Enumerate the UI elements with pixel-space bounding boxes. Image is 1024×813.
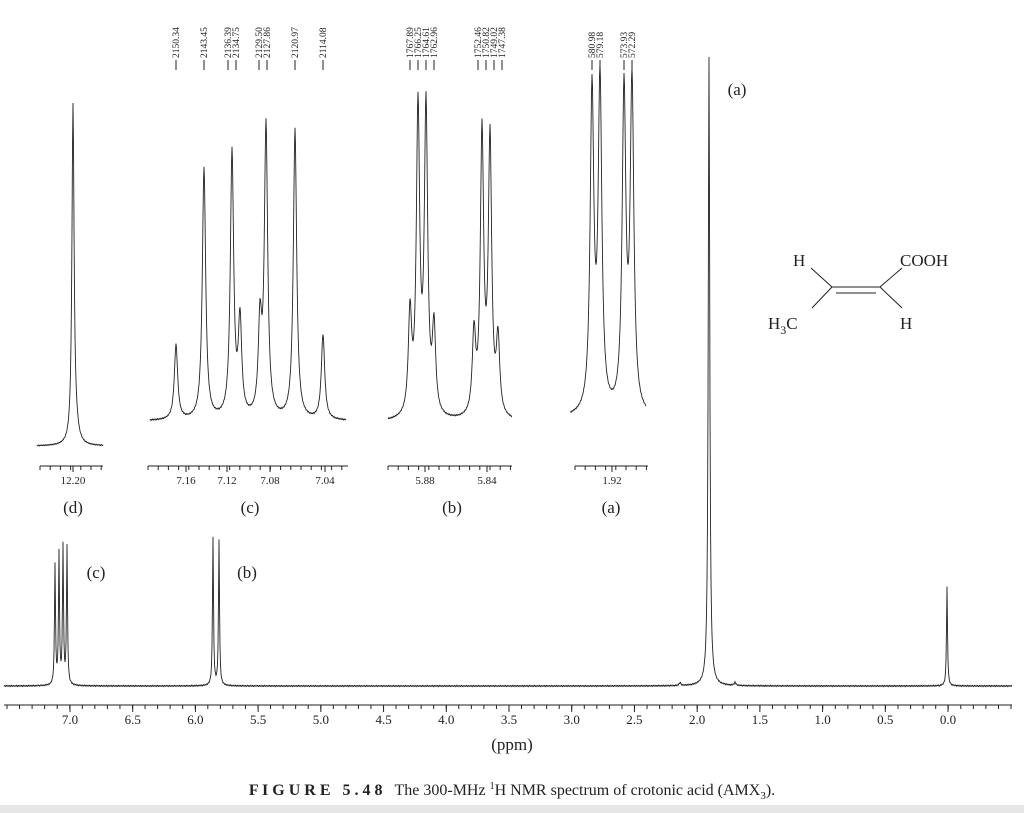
peak-label: 579.18 <box>596 32 606 58</box>
caption-text: The 300-MHz <box>395 782 490 799</box>
spectrum-trace <box>3 56 1013 688</box>
peak-label: 2114.08 <box>319 27 329 58</box>
tick-label: 3.5 <box>501 712 517 727</box>
peak-label: 573.93 <box>620 32 630 58</box>
peak-group-label: (b) <box>237 563 257 582</box>
atom-label: C <box>786 314 797 333</box>
tick-label: 1.5 <box>752 712 768 727</box>
molecule: H COOH H3C H <box>768 251 948 337</box>
tick-label: 7.0 <box>62 712 78 727</box>
tick-label: 4.5 <box>375 712 391 727</box>
tick-label: 2.0 <box>689 712 705 727</box>
peak-label: 2136.39 <box>224 27 234 58</box>
peak-label: 2134.75 <box>232 27 242 58</box>
tick-label: 5.5 <box>250 712 266 727</box>
caption: F I G U R E 5 . 4 8 The 300-MHz 1H NMR sp… <box>249 781 775 802</box>
peak-label: 2150.34 <box>172 27 182 58</box>
peak-label: 1767.89 <box>406 27 416 58</box>
tick-label: 7.16 <box>176 475 196 487</box>
tick-label: 12.20 <box>61 475 86 487</box>
peak-label: 580.98 <box>588 32 598 58</box>
atom-label: H <box>793 251 805 270</box>
atom-label: H3C <box>768 314 798 337</box>
tick-label: 7.12 <box>217 475 236 487</box>
superscript: 1 <box>490 781 495 792</box>
panel-label: (c) <box>241 498 260 517</box>
spectrum-trace <box>149 118 347 422</box>
peak-group-label: (c) <box>87 563 106 582</box>
peak-label: 2120.97 <box>291 27 301 58</box>
peak-label: 2127.86 <box>263 27 273 58</box>
atom-label: H <box>768 314 780 333</box>
tick-label: 2.5 <box>626 712 642 727</box>
peak-label: 1747.38 <box>498 27 508 58</box>
tick-label: 1.0 <box>814 712 830 727</box>
panel-label: (a) <box>602 498 621 517</box>
tick-label: 6.0 <box>187 712 203 727</box>
tick-label: 5.88 <box>415 475 435 487</box>
spectrum-trace <box>569 63 647 414</box>
axis-label: (ppm) <box>491 735 533 754</box>
figure-number: F I G U R E 5 . 4 8 <box>249 782 383 799</box>
tick-label: 7.04 <box>315 475 335 487</box>
peak-label: 1766.25 <box>414 27 424 58</box>
peak-label: 1750.82 <box>482 27 492 58</box>
panel-label: (b) <box>442 498 462 517</box>
atom-label: H <box>900 314 912 333</box>
peak-label: 1762.96 <box>430 27 440 58</box>
atom-label: COOH <box>900 251 948 270</box>
caption-text: ). <box>766 782 775 799</box>
tick-label: 5.84 <box>477 475 497 487</box>
tick-label: 0.0 <box>940 712 956 727</box>
peak-group-label: (a) <box>728 80 747 99</box>
bond <box>811 286 833 309</box>
peak-label: 1752.46 <box>474 27 484 58</box>
tick-label: 7.08 <box>260 475 280 487</box>
bond <box>879 286 903 309</box>
tick-label: 0.5 <box>877 712 893 727</box>
peak-label: 1764.61 <box>422 27 432 58</box>
subscript: 3 <box>760 790 766 802</box>
caption-text: H NMR spectrum of crotonic acid (AMX <box>495 782 761 799</box>
spectrum-trace <box>387 91 513 420</box>
bottom-strip <box>0 805 1024 813</box>
peak-label: 2129.50 <box>255 27 265 58</box>
subscript: 3 <box>780 323 786 337</box>
spectrum-trace <box>36 102 104 447</box>
peak-label: 572.29 <box>628 32 638 58</box>
bond <box>879 267 903 288</box>
tick-label: 4.0 <box>438 712 454 727</box>
peak-label: 1749.02 <box>490 27 500 58</box>
tick-label: 3.0 <box>564 712 580 727</box>
peak-label: 2143.45 <box>200 27 210 58</box>
tick-label: 6.5 <box>125 712 141 727</box>
tick-label: 1.92 <box>602 475 621 487</box>
bond <box>810 267 833 288</box>
tick-label: 5.0 <box>313 712 329 727</box>
panel-label: (d) <box>63 498 83 517</box>
